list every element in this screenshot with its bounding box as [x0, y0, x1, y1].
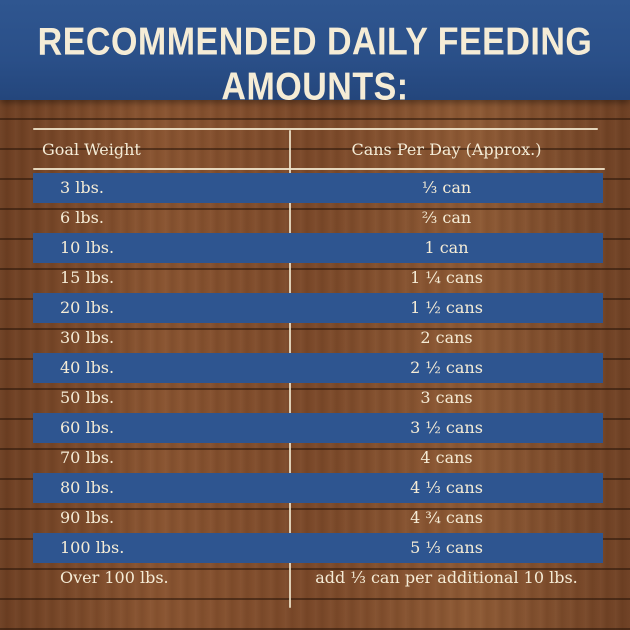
- table-row: 90 lbs. 4 ¾ cans: [33, 503, 603, 533]
- cans-per-day-cell: 4 cans: [420, 448, 473, 467]
- cans-per-day-cell: 2 cans: [420, 328, 473, 347]
- goal-weight-cell: 3 lbs.: [60, 178, 104, 197]
- cans-per-day-cell: 4 ¾ cans: [410, 508, 483, 527]
- table-row: 100 lbs. 5 ⅓ cans: [33, 533, 603, 563]
- column-header-cans-per-day: Cans Per Day (Approx.): [351, 140, 542, 159]
- goal-weight-cell: 30 lbs.: [60, 328, 115, 347]
- cans-per-day-cell: 1 can: [424, 238, 469, 257]
- goal-weight-cell: Over 100 lbs.: [60, 568, 169, 587]
- goal-weight-cell: 80 lbs.: [60, 478, 115, 497]
- column-header-goal-weight: Goal Weight: [42, 140, 141, 159]
- goal-weight-cell: 10 lbs.: [60, 238, 115, 257]
- table-row: 80 lbs. 4 ⅓ cans: [33, 473, 603, 503]
- table-row: 20 lbs. 1 ½ cans: [33, 293, 603, 323]
- goal-weight-cell: 40 lbs.: [60, 358, 115, 377]
- cans-per-day-cell: 3 cans: [420, 388, 473, 407]
- goal-weight-cell: 100 lbs.: [60, 538, 125, 557]
- cans-per-day-cell: 2 ½ cans: [410, 358, 483, 377]
- table-row: 30 lbs. 2 cans: [33, 323, 603, 353]
- goal-weight-cell: 6 lbs.: [60, 208, 104, 227]
- table-row: Over 100 lbs. add ⅓ can per additional 10…: [33, 563, 603, 593]
- table-row: 70 lbs. 4 cans: [33, 443, 603, 473]
- table-row: 60 lbs. 3 ½ cans: [33, 413, 603, 443]
- cans-per-day-cell: 1 ½ cans: [410, 298, 483, 317]
- cans-per-day-cell: 1 ¼ cans: [410, 268, 483, 287]
- top-divider: [33, 128, 598, 130]
- cans-per-day-cell: ⅔ can: [421, 208, 472, 227]
- goal-weight-cell: 90 lbs.: [60, 508, 115, 527]
- cans-per-day-cell: 4 ⅓ cans: [410, 478, 483, 497]
- table-row: 50 lbs. 3 cans: [33, 383, 603, 413]
- cans-per-day-cell: 3 ½ cans: [410, 418, 483, 437]
- goal-weight-cell: 60 lbs.: [60, 418, 115, 437]
- goal-weight-cell: 50 lbs.: [60, 388, 115, 407]
- cans-per-day-cell: 5 ⅓ cans: [410, 538, 483, 557]
- table-row: 15 lbs. 1 ¼ cans: [33, 263, 603, 293]
- table-row: 40 lbs. 2 ½ cans: [33, 353, 603, 383]
- table-row: 10 lbs. 1 can: [33, 233, 603, 263]
- title-banner: RECOMMENDED DAILY FEEDING AMOUNTS:: [0, 0, 630, 109]
- table-row: 6 lbs. ⅔ can: [33, 203, 603, 233]
- cans-per-day-cell: add ⅓ can per additional 10 lbs.: [315, 568, 578, 587]
- goal-weight-cell: 15 lbs.: [60, 268, 115, 287]
- goal-weight-cell: 20 lbs.: [60, 298, 115, 317]
- cans-per-day-cell: ⅓ can: [421, 178, 472, 197]
- table-row: 3 lbs. ⅓ can: [33, 173, 603, 203]
- goal-weight-cell: 70 lbs.: [60, 448, 115, 467]
- page-title: RECOMMENDED DAILY FEEDING AMOUNTS:: [37, 20, 593, 109]
- header-underline: [33, 168, 605, 170]
